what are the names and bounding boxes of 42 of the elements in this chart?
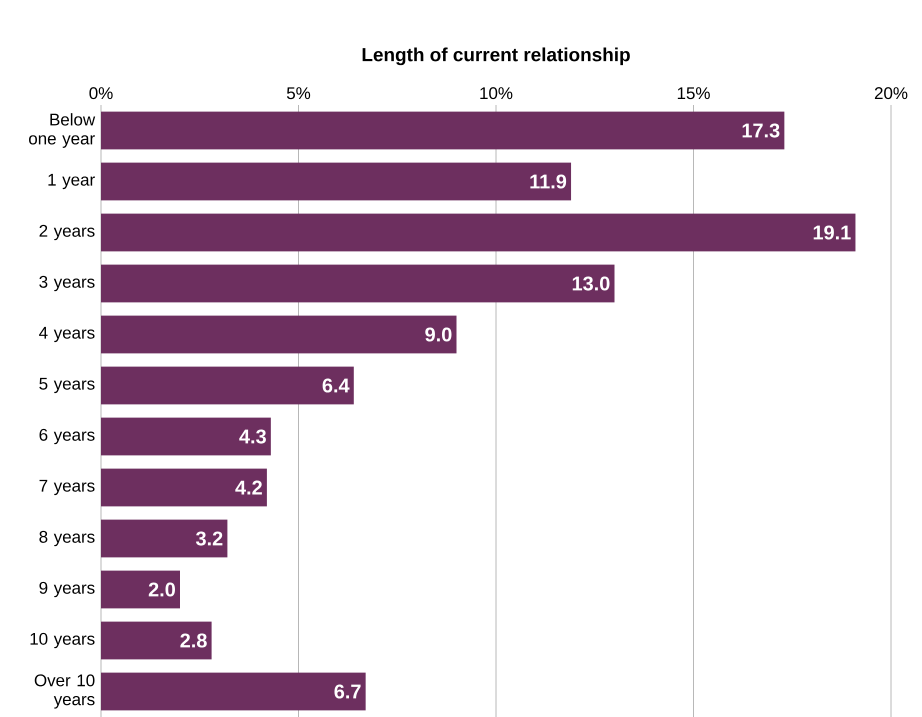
data-label: 9.0 — [425, 327, 452, 342]
y-tick-label: Over 10 years — [34, 674, 95, 709]
bar — [101, 112, 784, 150]
x-tick-label: 15% — [678, 87, 710, 100]
y-tick-label: 3 years — [39, 276, 95, 292]
y-tick-label: 6 years — [40, 428, 95, 444]
bar — [101, 264, 615, 302]
data-label: 13.0 — [572, 276, 610, 291]
y-tick-label: 2 years — [40, 224, 95, 240]
y-tick-label: 4 years — [39, 326, 95, 342]
bar — [101, 316, 457, 354]
y-tick-label: 7 years — [40, 480, 95, 496]
data-label: 3.2 — [196, 531, 222, 546]
bar — [101, 520, 228, 558]
data-label: 19.1 — [814, 225, 851, 240]
data-label: 6.7 — [334, 684, 361, 699]
data-label: 2.0 — [148, 582, 175, 597]
y-tick-label: 9 years — [39, 582, 95, 598]
bar — [101, 672, 366, 710]
bar — [101, 570, 180, 608]
y-tick-label: 8 years — [39, 530, 95, 546]
x-tick-label: 20% — [874, 87, 908, 100]
x-tick-label: 0% — [89, 87, 113, 100]
bar — [101, 418, 271, 456]
chart-title: Length of current relationship — [362, 47, 630, 66]
bar — [101, 214, 856, 252]
x-tick-label: 10% — [480, 87, 512, 100]
data-label: 4.3 — [239, 429, 266, 444]
data-label: 2.8 — [180, 633, 207, 648]
bar — [101, 366, 354, 404]
y-tick-label: 1 year — [48, 174, 95, 190]
y-tick-label: 5 years — [39, 378, 95, 394]
data-label: 11.9 — [530, 174, 566, 189]
bar — [101, 468, 267, 506]
bar — [101, 162, 572, 200]
data-label: 17.3 — [742, 123, 780, 138]
bar — [101, 622, 212, 660]
y-tick-label: 10 years — [30, 632, 95, 648]
y-tick-label: Below one year — [29, 113, 96, 148]
x-tick-label: 5% — [286, 87, 310, 100]
data-label: 4.2 — [235, 480, 262, 494]
data-label: 6.4 — [322, 378, 350, 393]
